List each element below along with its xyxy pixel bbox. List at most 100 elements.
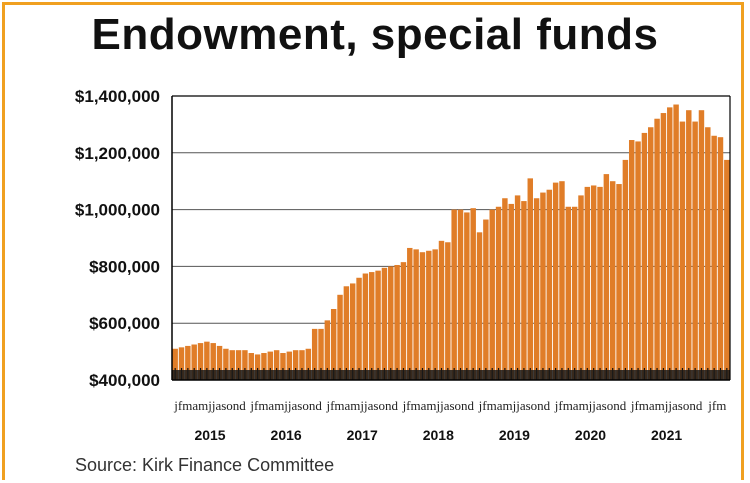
bar xyxy=(388,266,394,380)
bar xyxy=(533,198,540,380)
bar xyxy=(565,206,572,380)
bar xyxy=(426,250,432,380)
bar xyxy=(362,273,369,380)
bar xyxy=(172,348,178,380)
bar xyxy=(559,181,565,380)
bar xyxy=(235,350,242,380)
bar xyxy=(413,249,419,380)
bar xyxy=(578,195,584,380)
bar xyxy=(343,286,350,380)
bar xyxy=(223,348,229,380)
year-label: 2017 xyxy=(347,427,378,443)
bar xyxy=(679,121,686,380)
bar xyxy=(324,320,331,380)
bar xyxy=(609,181,616,380)
bar xyxy=(628,140,635,380)
bar xyxy=(584,186,591,380)
bar xyxy=(419,252,426,380)
bar xyxy=(349,283,356,380)
bar xyxy=(711,135,717,380)
bar xyxy=(654,118,660,380)
bar xyxy=(686,110,692,380)
bar xyxy=(521,201,527,380)
bar xyxy=(356,277,362,380)
bar xyxy=(445,242,451,380)
y-tick-label: $1,400,000 xyxy=(75,87,160,106)
bar xyxy=(305,348,312,380)
month-tick-label: jfmamjjasond xyxy=(630,398,703,413)
bar xyxy=(622,159,629,380)
bar xyxy=(641,132,648,380)
bar xyxy=(191,344,197,380)
year-label: 2021 xyxy=(651,427,682,443)
bar xyxy=(552,182,559,380)
bar xyxy=(597,186,603,380)
bar xyxy=(603,174,610,380)
bar xyxy=(692,121,698,380)
bar xyxy=(273,350,280,380)
bar xyxy=(590,185,597,380)
y-tick-label: $800,000 xyxy=(89,257,160,276)
bar xyxy=(400,262,407,380)
source-note: Source: Kirk Finance Committee xyxy=(75,455,335,475)
bar xyxy=(698,110,705,380)
bar xyxy=(470,208,476,380)
bar xyxy=(261,353,267,380)
bar xyxy=(483,219,489,380)
bar xyxy=(616,184,622,380)
bar xyxy=(286,351,293,380)
bar xyxy=(242,350,248,380)
bar xyxy=(369,272,375,380)
bar xyxy=(299,350,305,380)
chart-title: Endowment, special funds xyxy=(91,10,659,59)
bar xyxy=(267,351,274,380)
month-tick-label: jfmamjjasond xyxy=(249,398,322,413)
bar xyxy=(394,264,400,380)
baseline-band xyxy=(172,370,730,380)
bar xyxy=(204,341,210,380)
bar xyxy=(502,198,508,380)
bar xyxy=(197,343,204,380)
month-tick-label: jfmamjjasond xyxy=(554,398,627,413)
month-tick-label: jfmamjjasond xyxy=(325,398,398,413)
bar xyxy=(489,209,495,380)
bar xyxy=(514,195,521,380)
bar xyxy=(375,270,381,380)
bar xyxy=(527,178,533,380)
bar xyxy=(717,137,724,380)
bar xyxy=(464,212,470,380)
month-tick-label: jfmamjjasond xyxy=(402,398,475,413)
month-tick-label: jfmamjjasond xyxy=(478,398,551,413)
year-label: 2019 xyxy=(499,427,530,443)
month-tick-label: jfm xyxy=(707,398,726,413)
bar xyxy=(407,247,413,380)
bar xyxy=(337,294,343,380)
year-label: 2016 xyxy=(271,427,302,443)
y-tick-label: $400,000 xyxy=(89,371,160,390)
bar xyxy=(330,309,337,380)
y-tick-label: $1,000,000 xyxy=(75,201,160,220)
bar xyxy=(724,159,730,380)
bar xyxy=(318,328,324,380)
bar xyxy=(495,206,502,380)
bar xyxy=(381,267,388,380)
bar xyxy=(635,141,641,380)
bar xyxy=(311,328,318,380)
bar xyxy=(178,347,185,380)
bar xyxy=(508,203,514,380)
bar xyxy=(216,345,223,380)
year-label: 2018 xyxy=(423,427,454,443)
bar xyxy=(540,192,546,380)
bar xyxy=(248,353,254,380)
bar xyxy=(476,232,483,380)
month-tick-label: jfmamjjasond xyxy=(173,398,246,413)
bar xyxy=(280,353,286,380)
bar xyxy=(705,127,711,381)
bar xyxy=(648,127,654,381)
bar xyxy=(546,189,553,380)
year-label: 2020 xyxy=(575,427,606,443)
bar xyxy=(254,354,261,380)
bar xyxy=(673,104,679,381)
y-tick-label: $1,200,000 xyxy=(75,144,160,163)
bar xyxy=(292,350,299,380)
